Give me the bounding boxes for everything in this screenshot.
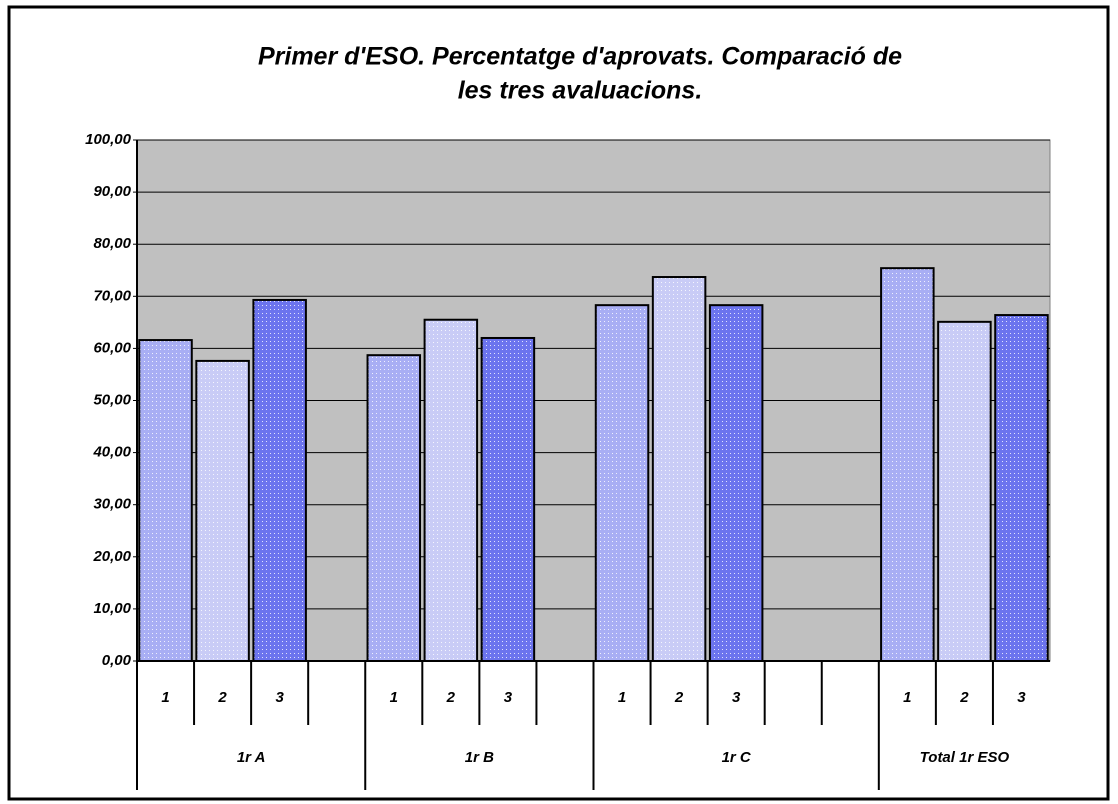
x-tick-label: 2 <box>217 689 227 706</box>
x-tick-label: 2 <box>674 689 684 706</box>
y-tick-label: 100,00 <box>85 131 132 148</box>
bar <box>651 276 707 662</box>
y-tick-label: 10,00 <box>93 600 131 617</box>
y-tick-label: 90,00 <box>93 183 131 200</box>
bar <box>252 298 307 662</box>
bar <box>708 304 764 662</box>
x-tick-label: 3 <box>1017 689 1026 706</box>
group-label: 1r B <box>465 749 494 766</box>
y-tick-label: 80,00 <box>93 235 131 252</box>
x-tick-label: 1 <box>903 689 911 706</box>
x-tick-label: 1 <box>161 689 169 706</box>
bar <box>366 354 422 662</box>
bar <box>594 304 650 662</box>
bar <box>195 359 250 662</box>
bar <box>880 267 935 662</box>
x-tick-label: 3 <box>732 689 741 706</box>
x-tick-label: 1 <box>390 689 398 706</box>
x-tick-label: 1 <box>618 689 626 706</box>
y-tick-label: 30,00 <box>93 496 131 513</box>
y-tick-label: 50,00 <box>93 391 131 408</box>
y-tick-label: 70,00 <box>93 287 131 304</box>
bar <box>138 339 193 662</box>
x-tick-label: 3 <box>275 689 284 706</box>
x-tick-label: 3 <box>504 689 513 706</box>
group-label: 1r A <box>237 749 266 766</box>
y-tick-label: 20,00 <box>92 548 131 565</box>
bar <box>937 320 992 662</box>
chart-title: Primer d'ESO. Percentatge d'aprovats. Co… <box>258 43 902 71</box>
chart-title: les tres avaluacions. <box>458 77 703 105</box>
y-tick-label: 40,00 <box>92 444 131 461</box>
x-tick-label: 2 <box>446 689 456 706</box>
group-label: Total 1r ESO <box>920 749 1010 766</box>
bar <box>423 318 479 662</box>
y-tick-label: 60,00 <box>93 339 131 356</box>
y-tick-label: 0,00 <box>102 652 132 669</box>
bar <box>480 336 536 662</box>
x-tick-label: 2 <box>959 689 969 706</box>
group-label: 1r C <box>722 749 752 766</box>
bar <box>994 314 1049 662</box>
